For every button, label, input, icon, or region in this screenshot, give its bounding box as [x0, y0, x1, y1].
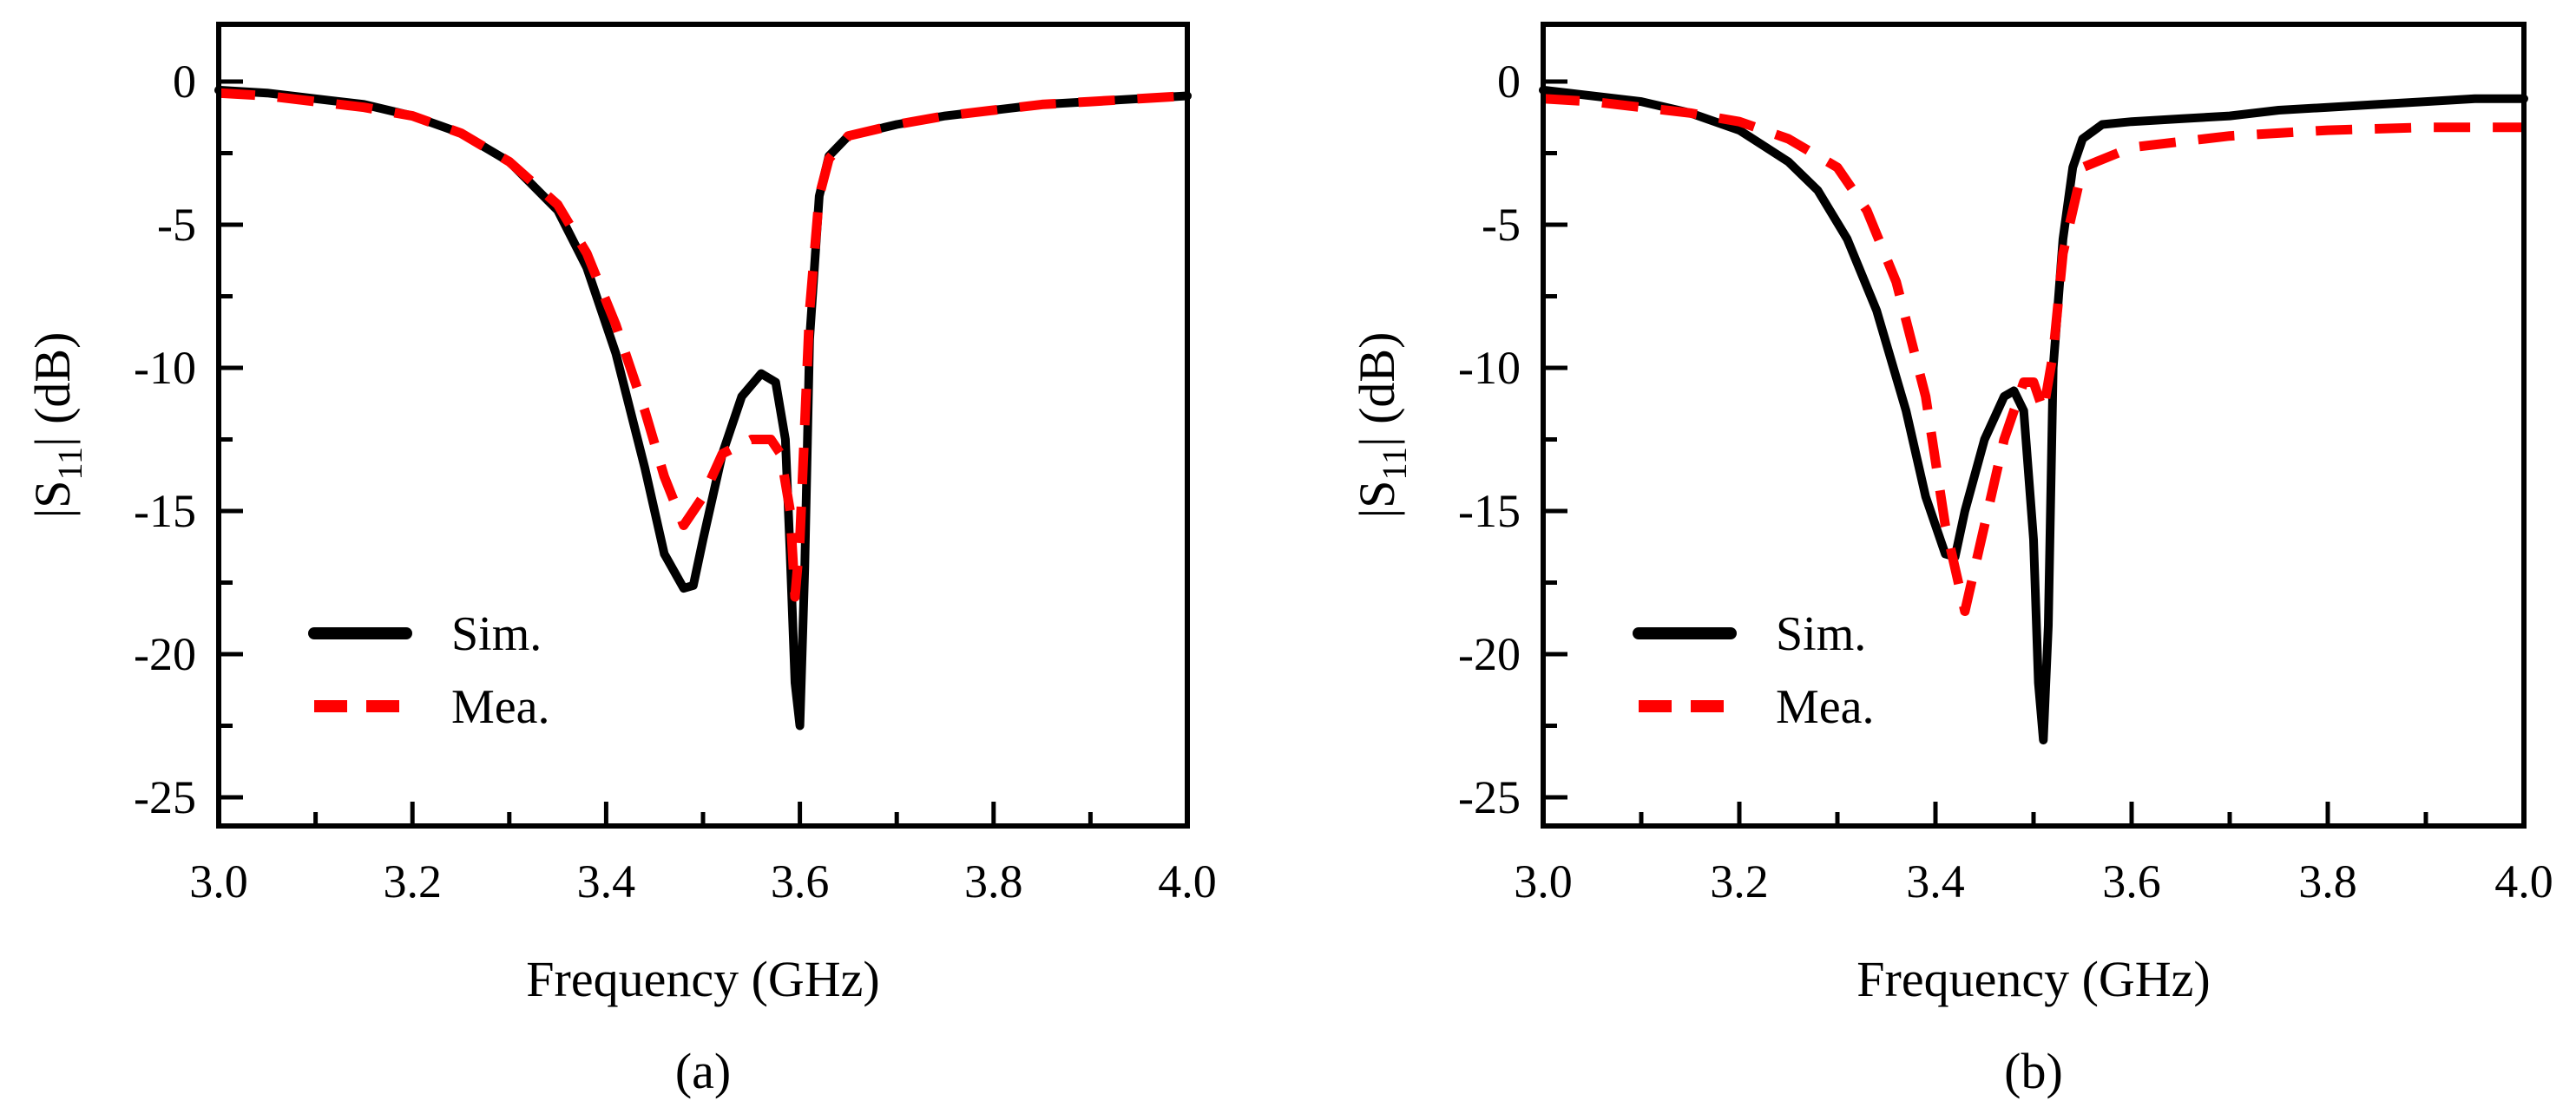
- x-tick-label: 3.2: [1710, 855, 1769, 908]
- y-tick-label: -20: [1458, 628, 1521, 680]
- x-tick-label: 3.6: [2102, 855, 2161, 908]
- y-tick-label: -20: [134, 628, 196, 680]
- x-tick-label: 3.4: [1906, 855, 1965, 908]
- legend-label-sim: Sim.: [1776, 607, 1866, 661]
- y-tick-label: -15: [1458, 485, 1521, 537]
- x-tick-label: 3.4: [577, 855, 636, 908]
- x-axis-label: Frequency (GHz): [526, 951, 879, 1007]
- y-tick-label: -15: [134, 485, 196, 537]
- y-tick-label: -10: [134, 342, 196, 394]
- series-line-mea: [218, 88, 1188, 602]
- y-axis-label: |S11| (dB): [24, 332, 89, 519]
- x-tick-label: 3.0: [1514, 855, 1573, 908]
- panel-caption: (b): [2004, 1043, 2063, 1099]
- x-tick-label: 4.0: [2494, 855, 2553, 908]
- legend-label-sim: Sim.: [451, 607, 542, 661]
- y-axis-label: |S11| (dB): [1349, 332, 1414, 519]
- legend-label-mea: Mea.: [1776, 680, 1875, 734]
- x-tick-label: 3.2: [383, 855, 442, 908]
- x-axis-label: Frequency (GHz): [1856, 951, 2210, 1007]
- y-tick-label: -5: [157, 199, 196, 251]
- y-tick-label: -25: [134, 771, 196, 823]
- y-tick-label: -5: [1482, 199, 1521, 251]
- y-tick-label: -10: [1458, 342, 1521, 394]
- chart-panel-a: 3.0 3.2 3.4 3.6 3.8 4.0 0 -5 -10 -15 -20 -25 Sim. Me…: [24, 22, 1217, 1099]
- x-tick-label: 3.8: [964, 855, 1023, 908]
- plot-frame: [216, 22, 1190, 829]
- x-tick-label: 3.8: [2298, 855, 2357, 908]
- x-tick-label: 3.6: [771, 855, 830, 908]
- legend-label-mea: Mea.: [451, 680, 550, 734]
- series-line-mea: [1542, 94, 2524, 616]
- panel-caption: (a): [675, 1043, 731, 1099]
- x-tick-label: 4.0: [1158, 855, 1217, 908]
- y-tick-label: 0: [173, 56, 196, 108]
- series-line-sim: [1539, 85, 2528, 744]
- plot-frame: [1541, 22, 2527, 829]
- y-tick-label: 0: [1497, 56, 1521, 108]
- y-tick-label: -25: [1458, 771, 1521, 823]
- chart-panel-b: 3.0 3.2 3.4 3.6 3.8 4.0 0 -5 -10 -15 -20 -25 Sim. Me…: [1349, 22, 2553, 1099]
- x-tick-label: 3.0: [189, 855, 248, 908]
